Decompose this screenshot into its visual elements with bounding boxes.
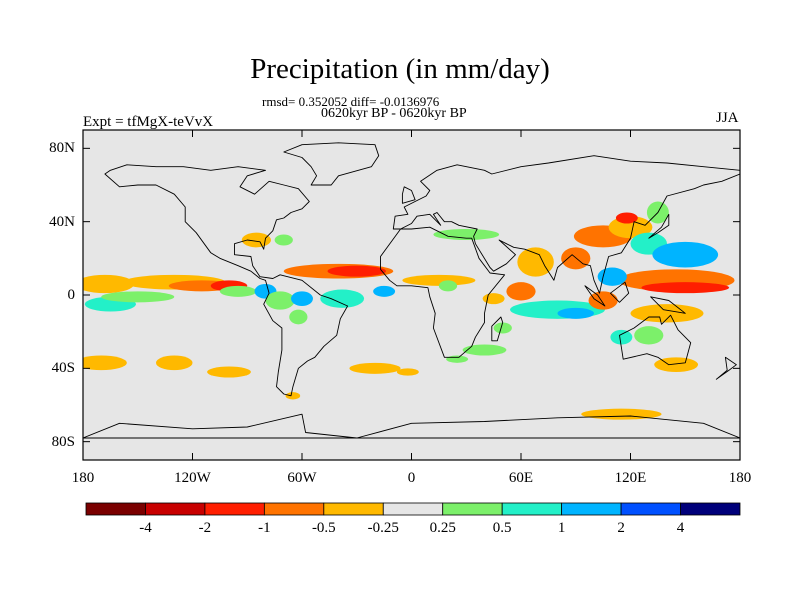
colorbar-swatch <box>382 502 444 516</box>
colorbar-label: 0.25 <box>429 520 456 536</box>
colorbar-label: -0.25 <box>367 520 399 536</box>
colorbar-swatch <box>680 502 741 516</box>
coastline <box>104 164 349 397</box>
plot-title: Precipitation (in mm/day) <box>250 53 550 85</box>
coastline <box>650 296 686 314</box>
coastline <box>392 155 740 294</box>
colorbar-label: -0.5 <box>311 520 336 536</box>
anomaly-region <box>285 392 301 400</box>
anomaly-region <box>349 362 401 374</box>
anomaly-region <box>433 229 500 240</box>
colorbar-label: -4 <box>139 520 152 536</box>
coastline <box>283 142 380 186</box>
coastline <box>648 213 670 239</box>
anomaly-region <box>634 326 664 345</box>
anomaly-region <box>493 322 512 334</box>
y-tick-label: 40S <box>51 360 75 377</box>
coastline <box>401 186 416 204</box>
coastline <box>83 413 740 439</box>
season-label: JJA <box>716 110 739 126</box>
anomaly-region <box>588 291 618 310</box>
anomaly-region <box>219 285 257 297</box>
anomaly-region <box>101 291 175 303</box>
anomaly-region <box>83 355 127 371</box>
coastline <box>380 226 506 358</box>
anomaly-region <box>597 267 627 286</box>
anomaly-region <box>402 274 476 286</box>
colorbar-swatch <box>561 502 622 516</box>
anomaly-region <box>630 304 704 323</box>
colorbar <box>85 502 741 516</box>
experiment-label: Expt = tfMgX-teVvX <box>83 114 214 130</box>
anomaly-region <box>482 293 505 305</box>
anomaly-region <box>291 291 313 306</box>
anomaly-region <box>506 282 536 301</box>
anomaly-region <box>438 280 458 292</box>
coastline <box>715 356 737 380</box>
anomaly-region <box>615 212 638 224</box>
x-tick-label: 120W <box>174 470 211 486</box>
anomaly-region <box>610 329 633 345</box>
anomaly-region <box>327 265 386 277</box>
anomaly-layer <box>83 201 735 420</box>
anomaly-region <box>652 241 719 268</box>
x-tick-label: 180 <box>71 470 95 486</box>
y-tick-label: 80N <box>49 140 75 157</box>
coastline <box>584 285 606 307</box>
x-tick-label: 180 <box>728 470 752 486</box>
colorbar-swatch <box>263 502 325 516</box>
anomaly-region <box>265 291 295 310</box>
colorbar-label: 1 <box>557 520 566 536</box>
anomaly-region <box>207 366 251 378</box>
anomaly-region <box>83 274 135 294</box>
period-line: 0620kyr BP - 0620kyr BP <box>321 106 467 121</box>
coastline <box>619 314 692 366</box>
colorbar-label: -2 <box>198 520 212 536</box>
anomaly-region <box>462 344 507 356</box>
anomaly-region <box>517 247 554 277</box>
colorbar-label: 4 <box>676 520 685 536</box>
coastline <box>491 316 504 342</box>
anomaly-region <box>373 285 396 297</box>
x-tick-label: 60W <box>287 470 317 486</box>
x-tick-label: 120E <box>614 470 647 486</box>
anomaly-region <box>320 289 365 308</box>
map-background <box>83 130 740 460</box>
y-tick-label: 0 <box>67 287 76 303</box>
colorbar-swatch <box>204 502 265 516</box>
anomaly-region <box>241 232 271 248</box>
colorbar-label: -1 <box>258 520 271 536</box>
anomaly-region <box>446 355 469 363</box>
coastline-layer <box>83 142 740 439</box>
anomaly-region <box>289 309 308 325</box>
y-tick-label: 80S <box>51 433 75 450</box>
colorbar-swatch <box>85 502 146 516</box>
colorbar-label: 0.5 <box>492 520 512 536</box>
colorbar-swatch <box>442 502 503 516</box>
axis-ticks <box>82 130 741 460</box>
colorbar-label: 2 <box>617 520 625 536</box>
anomaly-region <box>274 234 293 246</box>
anomaly-region <box>396 368 419 376</box>
stats-line: rmsd= 0.352052 diff= -0.0136976 <box>262 94 440 109</box>
x-tick-label: 60E <box>508 470 534 486</box>
anomaly-region <box>557 307 594 319</box>
coastline <box>609 281 630 303</box>
x-tick-label: 0 <box>407 470 416 486</box>
colorbar-swatch <box>145 502 206 516</box>
colorbar-swatch <box>501 502 563 516</box>
y-tick-label: 40N <box>49 213 75 230</box>
colorbar-swatch <box>323 502 384 516</box>
anomaly-region <box>654 357 699 372</box>
colorbar-swatch <box>620 502 681 516</box>
anomaly-region <box>641 282 730 294</box>
anomaly-region <box>156 355 193 371</box>
